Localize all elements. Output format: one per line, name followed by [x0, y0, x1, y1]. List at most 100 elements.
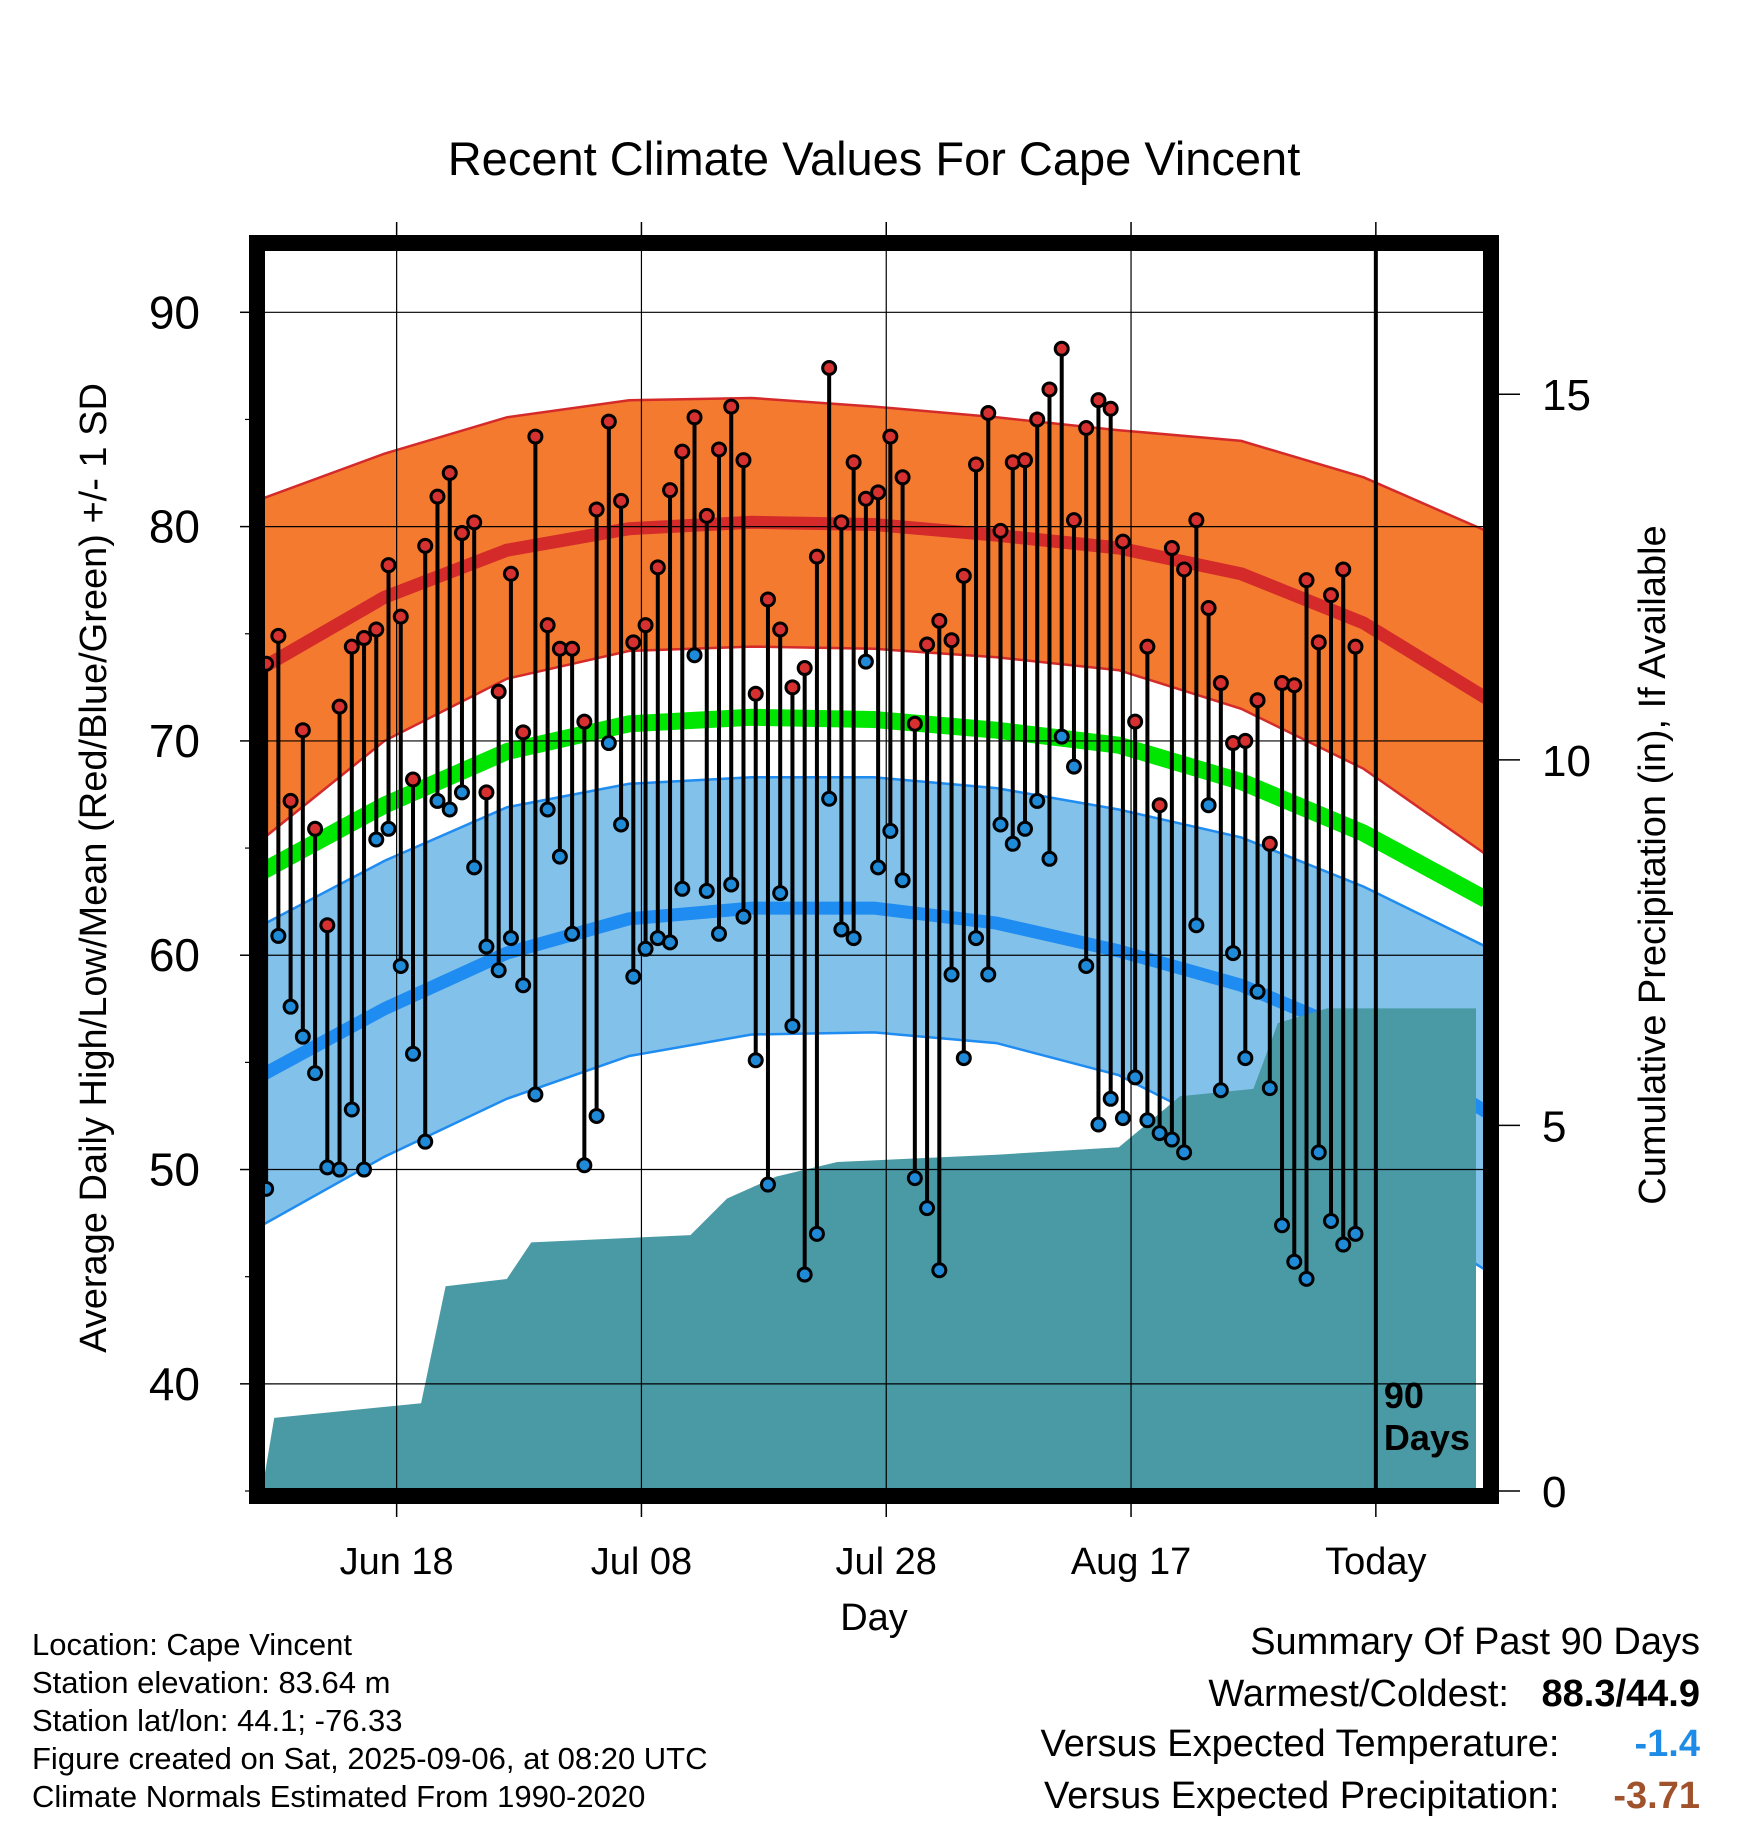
- summary-temperature: Versus Expected Temperature: -1.4: [1041, 1723, 1700, 1766]
- high-point: [980, 405, 997, 422]
- low-point: [625, 968, 642, 985]
- elevation-text: Station elevation: 83.64 m: [32, 1665, 391, 1700]
- low-point: [980, 966, 997, 983]
- low-point: [1347, 1225, 1364, 1242]
- high-point: [1335, 561, 1352, 578]
- y2-tick-label: 10: [1542, 737, 1591, 786]
- low-point: [466, 859, 483, 876]
- high-point: [992, 522, 1009, 539]
- low-point: [600, 735, 617, 752]
- low-point: [1237, 1050, 1254, 1067]
- x-axis-label: Day: [840, 1597, 908, 1639]
- low-point: [1004, 835, 1021, 852]
- low-point: [772, 885, 789, 902]
- high-point: [1139, 638, 1156, 655]
- low-point: [1176, 1144, 1193, 1161]
- low-point: [747, 1052, 764, 1069]
- high-point: [943, 632, 960, 649]
- high-point: [1286, 677, 1303, 694]
- high-point: [441, 465, 458, 482]
- low-point: [1151, 1125, 1168, 1142]
- x-tick-label: Jun 18: [340, 1541, 454, 1583]
- low-point: [759, 1176, 776, 1193]
- low-point: [723, 876, 740, 893]
- low-point: [698, 882, 715, 899]
- low-point: [1286, 1253, 1303, 1270]
- low-point: [453, 784, 470, 801]
- high-point: [796, 660, 813, 677]
- low-point: [576, 1157, 593, 1174]
- high-point: [600, 413, 617, 430]
- temperature-value: -1.4: [1634, 1723, 1700, 1765]
- high-point: [1237, 732, 1254, 749]
- y-tick-label: 80: [149, 501, 200, 553]
- summary-heading: Summary Of Past 90 Days: [1250, 1621, 1700, 1663]
- high-point: [784, 679, 801, 696]
- high-point: [759, 591, 776, 608]
- low-point: [502, 930, 519, 947]
- high-point: [429, 488, 446, 505]
- low-point: [1139, 1112, 1156, 1129]
- high-point: [588, 501, 605, 518]
- low-point: [539, 801, 556, 818]
- high-point: [564, 640, 581, 657]
- high-point: [502, 565, 519, 582]
- high-point: [466, 514, 483, 531]
- high-point: [857, 490, 874, 507]
- y2-tick-label: 15: [1542, 371, 1591, 420]
- high-point: [490, 683, 507, 700]
- low-point: [1188, 917, 1205, 934]
- low-point: [637, 940, 654, 957]
- today-days-number: 90: [1384, 1375, 1424, 1416]
- high-point: [613, 492, 630, 509]
- high-sd-band: [262, 398, 1486, 855]
- low-point: [1114, 1110, 1131, 1127]
- low-point: [906, 1170, 923, 1187]
- high-point: [1065, 512, 1082, 529]
- low-point: [368, 831, 385, 848]
- high-point: [380, 557, 397, 574]
- low-point: [478, 938, 495, 955]
- high-point: [343, 638, 360, 655]
- low-point: [919, 1200, 936, 1217]
- high-point: [1078, 420, 1095, 437]
- low-sd-band: [262, 777, 1486, 1271]
- low-point: [894, 872, 911, 889]
- high-point: [845, 454, 862, 471]
- low-point: [441, 801, 458, 818]
- high-point: [919, 636, 936, 653]
- y-tick-label: 40: [149, 1358, 200, 1410]
- high-point: [686, 409, 703, 426]
- high-point: [1347, 638, 1364, 655]
- low-point: [833, 921, 850, 938]
- low-point: [882, 822, 899, 839]
- daily-observations: [262, 340, 1364, 1287]
- high-point: [1310, 634, 1327, 651]
- y2-tick-label: 5: [1542, 1102, 1566, 1151]
- high-point: [833, 514, 850, 531]
- x-tick-label: Jul 08: [591, 1541, 692, 1583]
- high-point: [674, 443, 691, 460]
- high-point: [637, 617, 654, 634]
- high-point: [1200, 600, 1217, 617]
- y-tick-label: 70: [149, 715, 200, 767]
- y-axis-label: Average Daily High/Low/Mean (Red/Blue/Gr…: [73, 383, 115, 1353]
- y-tick-label: 50: [149, 1144, 200, 1196]
- low-point: [429, 792, 446, 809]
- low-point: [1163, 1131, 1180, 1148]
- low-point: [1017, 820, 1033, 837]
- warmest-coldest-value: 88.3/44.9: [1541, 1673, 1700, 1715]
- high-point: [735, 452, 752, 469]
- high-point: [478, 784, 495, 801]
- high-point: [1114, 533, 1131, 550]
- high-point: [747, 685, 764, 702]
- low-point: [270, 927, 287, 944]
- high-point: [1261, 835, 1278, 852]
- high-point: [968, 456, 985, 473]
- high-point: [1127, 713, 1144, 730]
- high-point: [356, 630, 373, 647]
- low-point: [490, 962, 507, 979]
- low-point: [1200, 797, 1217, 814]
- y2-axis-label: Cumulative Precipitation (in), If Availa…: [1632, 525, 1674, 1204]
